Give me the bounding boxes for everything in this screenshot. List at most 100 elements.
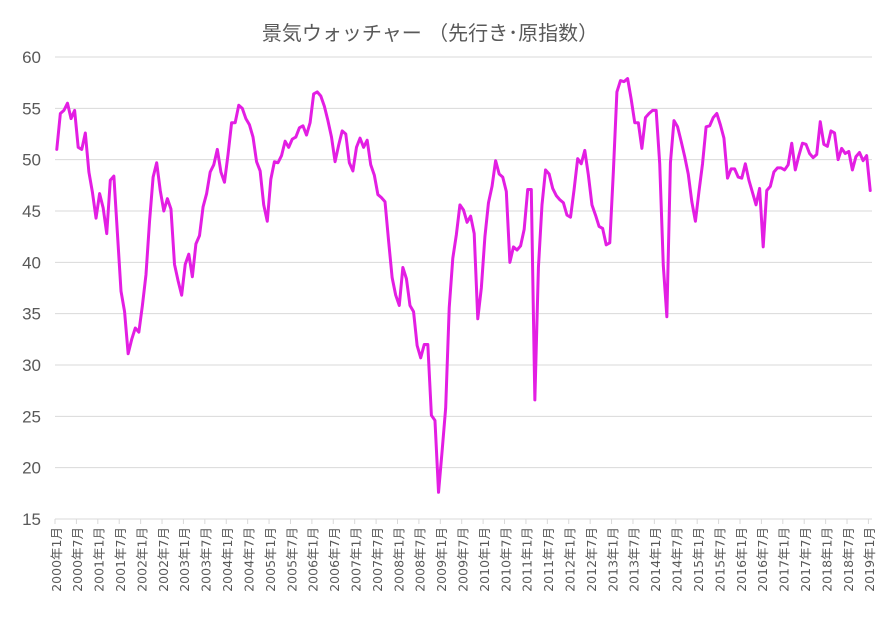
data-point [598, 225, 600, 227]
data-point [231, 122, 233, 124]
data-point [855, 155, 857, 158]
data-point [858, 151, 861, 154]
data-point [602, 227, 604, 230]
x-tick-label: 2002年1月 [134, 527, 149, 592]
data-point [751, 191, 754, 194]
data-point [320, 95, 322, 97]
data-point [120, 290, 122, 292]
data-point [866, 154, 868, 157]
x-tick-label: 2005年1月 [263, 527, 278, 592]
data-point [701, 163, 704, 165]
data-point [227, 153, 229, 156]
data-point [91, 191, 94, 194]
data-point [477, 318, 479, 320]
data-point [769, 185, 771, 187]
data-point [138, 331, 140, 333]
x-tick-label: 2002年7月 [156, 527, 171, 592]
y-tick-label: 50 [22, 151, 41, 170]
data-point [655, 109, 657, 111]
data-point [330, 136, 333, 138]
data-point [684, 155, 686, 158]
x-tick-label: 2017年7月 [798, 527, 813, 592]
x-tick-label: 2017年1月 [777, 527, 792, 592]
data-point [173, 263, 176, 265]
y-tick-label: 20 [22, 459, 41, 478]
x-tick-label: 2007年7月 [370, 527, 385, 592]
x-tick-label: 2006年7月 [327, 527, 342, 592]
data-point [830, 130, 832, 132]
data-point [338, 144, 340, 146]
data-point [152, 176, 154, 178]
data-point [491, 185, 493, 187]
data-point [255, 161, 258, 163]
data-point [759, 187, 761, 190]
data-point [377, 193, 379, 196]
data-point [116, 232, 119, 235]
data-point [455, 234, 457, 236]
data-point [651, 109, 654, 111]
x-tick-label: 2018年7月 [841, 527, 856, 592]
data-point [277, 162, 279, 164]
data-point [59, 112, 61, 115]
data-point [741, 177, 743, 179]
x-tick-label: 2005年7月 [284, 527, 299, 592]
y-tick-label: 60 [22, 48, 41, 67]
data-point [99, 192, 101, 195]
x-tick-label: 2004年1月 [220, 527, 235, 592]
data-point [527, 188, 529, 191]
x-tick-label: 2010年7月 [498, 527, 513, 592]
data-point [480, 287, 482, 289]
data-point [548, 173, 550, 175]
data-point [66, 102, 69, 104]
data-point [587, 174, 589, 176]
data-point [466, 221, 468, 223]
x-tick-label: 2014年7月 [670, 527, 685, 592]
x-tick-label: 2014年1月 [648, 527, 663, 592]
data-point [423, 343, 425, 346]
data-point [470, 215, 472, 217]
data-point [562, 202, 565, 204]
data-point [270, 178, 272, 180]
data-point [113, 175, 115, 177]
data-point [826, 145, 829, 147]
data-point [448, 306, 450, 309]
data-point [641, 147, 643, 149]
data-point [623, 81, 625, 83]
data-point [584, 149, 586, 152]
y-tick-label: 35 [22, 305, 41, 324]
data-point [530, 188, 532, 191]
data-point [412, 311, 415, 313]
data-point [837, 159, 839, 161]
data-point [402, 266, 404, 269]
data-point [823, 143, 825, 145]
data-point [141, 304, 144, 307]
data-point [309, 122, 311, 124]
data-point [509, 261, 511, 263]
data-point [177, 280, 179, 282]
data-point [495, 160, 497, 162]
data-point [541, 204, 543, 206]
series-layer [55, 77, 872, 494]
data-point [127, 353, 129, 355]
x-axis-tick-labels: 2000年1月 2000年7月 2001年1月 2001年7月 2002年1月 2002年… [49, 527, 877, 592]
data-point [313, 93, 315, 95]
data-point [851, 169, 853, 171]
data-point [452, 257, 454, 259]
data-point [569, 216, 572, 218]
data-point [156, 162, 158, 164]
data-point [577, 158, 579, 160]
data-point [273, 161, 276, 163]
data-point [81, 148, 83, 150]
data-point [198, 235, 201, 237]
data-point [666, 316, 668, 318]
x-tick-label: 2012年1月 [563, 527, 578, 592]
data-point [334, 161, 336, 163]
x-tick-label: 2018年1月 [819, 527, 834, 592]
data-point [355, 146, 358, 148]
x-tick-label: 2011年7月 [541, 527, 556, 592]
data-point [594, 214, 597, 216]
data-point [84, 132, 86, 134]
data-point [430, 414, 432, 416]
data-point [659, 163, 661, 165]
